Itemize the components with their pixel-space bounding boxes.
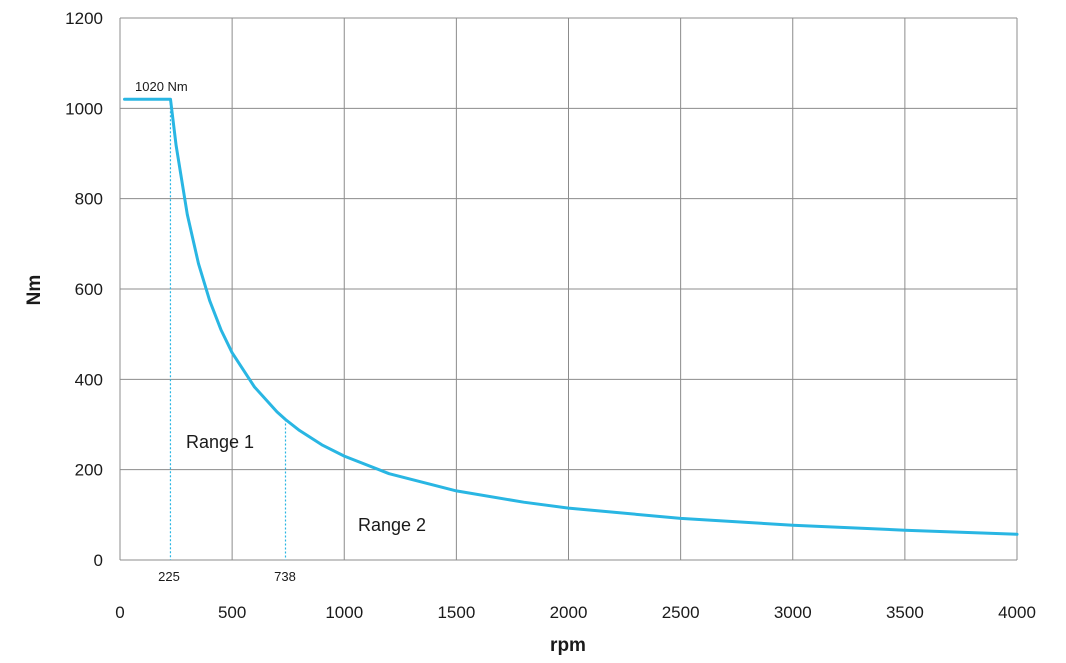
y-tick-label: 0	[94, 551, 103, 570]
x-tick-label: 3500	[886, 603, 924, 622]
x-tick-label: 2500	[662, 603, 700, 622]
x-tick-label: 4000	[998, 603, 1036, 622]
x-tick-label: 0	[115, 603, 124, 622]
x-tick-label: 1000	[325, 603, 363, 622]
x-tick-label: 500	[218, 603, 246, 622]
marker-lines	[169, 99, 287, 560]
y-tick-label: 1200	[65, 9, 103, 28]
torque-curve	[123, 97, 1019, 536]
y-tick-label: 400	[75, 370, 103, 389]
y-tick-label: 200	[75, 461, 103, 480]
x-tick-labels: 0 500 1000 1500 2000 2500 3000 3500 4000	[115, 603, 1036, 622]
y-tick-label: 800	[75, 190, 103, 209]
x-axis-title: rpm	[550, 635, 586, 656]
x-tick-label: 1500	[437, 603, 475, 622]
marker-1-label: 225	[158, 569, 180, 584]
peak-torque-label: 1020 Nm	[135, 79, 188, 94]
y-tick-label: 1000	[65, 99, 103, 118]
grid-lines	[119, 17, 1018, 561]
y-tick-label: 600	[75, 280, 103, 299]
range-1-label: Range 1	[186, 432, 254, 452]
marker-2-label: 738	[274, 569, 296, 584]
y-axis-title: Nm	[24, 275, 45, 306]
range-2-label: Range 2	[358, 515, 426, 535]
x-tick-label: 3000	[774, 603, 812, 622]
x-tick-label: 2000	[550, 603, 588, 622]
y-tick-labels: 0 200 400 600 800 1000 1200	[65, 9, 103, 570]
